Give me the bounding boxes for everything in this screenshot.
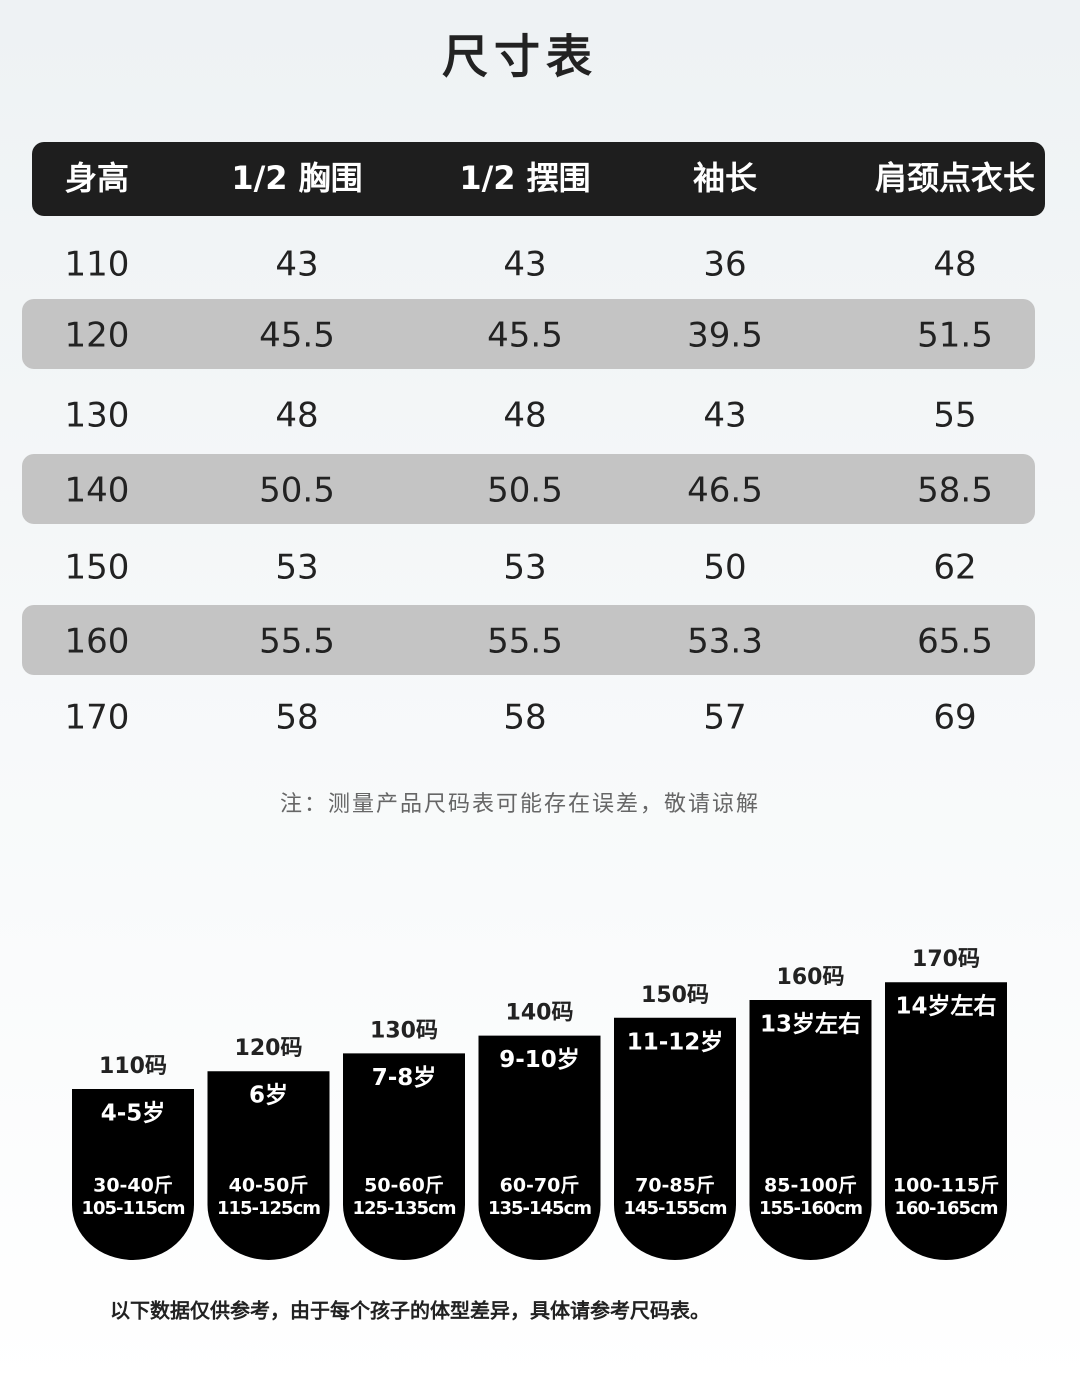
table-cell: 55.5	[487, 622, 563, 662]
size-label: 150码	[641, 983, 709, 1008]
table-cell: 69	[933, 698, 976, 738]
size-block	[614, 1017, 736, 1260]
size-label: 160码	[777, 965, 845, 990]
size-height: 125-135cm	[352, 1198, 455, 1219]
size-height: 160-165cm	[894, 1198, 997, 1219]
table-cell: 45.5	[487, 316, 563, 356]
size-label: 140码	[506, 1001, 574, 1026]
header-cell: 身高	[65, 159, 129, 197]
size-age: 9-10岁	[499, 1046, 580, 1073]
size-block	[72, 1089, 194, 1260]
size-block	[343, 1053, 465, 1260]
size-age: 6岁	[249, 1082, 288, 1109]
table-cell: 160	[65, 622, 130, 662]
table-cell: 120	[65, 316, 130, 356]
size-weight: 70-85斤	[635, 1175, 715, 1197]
table-cell: 53	[275, 548, 318, 588]
table-cell: 53.3	[687, 622, 763, 662]
table-cell: 46.5	[687, 471, 763, 511]
row-stripe	[22, 454, 1035, 524]
table-cell: 48	[275, 396, 318, 436]
row-stripe	[22, 605, 1035, 675]
table-cell: 43	[703, 396, 746, 436]
table-cell: 55	[933, 396, 976, 436]
size-label: 130码	[370, 1018, 438, 1043]
table-cell: 150	[65, 548, 130, 588]
size-label: 120码	[235, 1036, 303, 1061]
size-height: 105-115cm	[81, 1198, 184, 1219]
size-height: 115-125cm	[217, 1198, 320, 1219]
table-cell: 43	[275, 245, 318, 285]
table-cell: 43	[503, 245, 546, 285]
size-weight: 40-50斤	[229, 1175, 309, 1197]
size-label: 170码	[912, 947, 980, 972]
table-cell: 36	[703, 245, 746, 285]
table-cell: 110	[65, 245, 130, 285]
header-cell: 1/2 摆围	[459, 159, 590, 197]
header-cell: 1/2 胸围	[231, 159, 362, 197]
size-block	[749, 1000, 872, 1260]
note: 注：测量产品尺码表可能存在误差，敬请谅解	[280, 792, 760, 817]
table-cell: 50.5	[487, 471, 563, 511]
table-cell: 51.5	[917, 316, 993, 356]
table-cell: 45.5	[259, 316, 335, 356]
table-cell: 39.5	[687, 316, 763, 356]
table-cell: 58	[275, 698, 318, 738]
size-block	[207, 1071, 330, 1260]
size-age: 7-8岁	[372, 1064, 437, 1091]
table-cell: 170	[65, 698, 130, 738]
table-cell: 130	[65, 396, 130, 436]
table-cell: 57	[703, 698, 746, 738]
table-cell: 48	[933, 245, 976, 285]
size-label: 110码	[99, 1054, 167, 1079]
size-age: 13岁左右	[760, 1011, 861, 1038]
size-height: 155-160cm	[759, 1198, 862, 1219]
table-cell: 140	[65, 471, 130, 511]
table-cell: 50.5	[259, 471, 335, 511]
size-weight: 50-60斤	[364, 1175, 444, 1197]
table-cell: 62	[933, 548, 976, 588]
size-weight: 60-70斤	[500, 1175, 580, 1197]
size-age: 4-5岁	[101, 1100, 166, 1127]
table-cell: 50	[703, 548, 746, 588]
size-weight: 30-40斤	[93, 1175, 173, 1197]
header-cell: 袖长	[693, 159, 757, 197]
size-weight: 85-100斤	[764, 1175, 857, 1197]
table-cell: 48	[503, 396, 546, 436]
size-height: 145-155cm	[623, 1198, 726, 1219]
table-cell: 53	[503, 548, 546, 588]
size-age: 11-12岁	[627, 1028, 724, 1055]
table-cell: 55.5	[259, 622, 335, 662]
row-stripe	[22, 299, 1035, 369]
size-age: 14岁左右	[895, 993, 996, 1020]
footer: 以下数据仅供参考，由于每个孩子的体型差异，具体请参考尺码表。	[110, 1299, 710, 1323]
header-cell: 肩颈点衣长	[875, 159, 1035, 197]
size-block	[885, 982, 1007, 1260]
table-cell: 65.5	[917, 622, 993, 662]
table-header-bg	[32, 142, 1045, 216]
size-block	[478, 1035, 601, 1260]
size-weight: 100-115斤	[893, 1175, 999, 1197]
table-cell: 58	[503, 698, 546, 738]
title: 尺寸表	[442, 30, 598, 84]
table-cell: 58.5	[917, 471, 993, 511]
size-height: 135-145cm	[488, 1198, 591, 1219]
